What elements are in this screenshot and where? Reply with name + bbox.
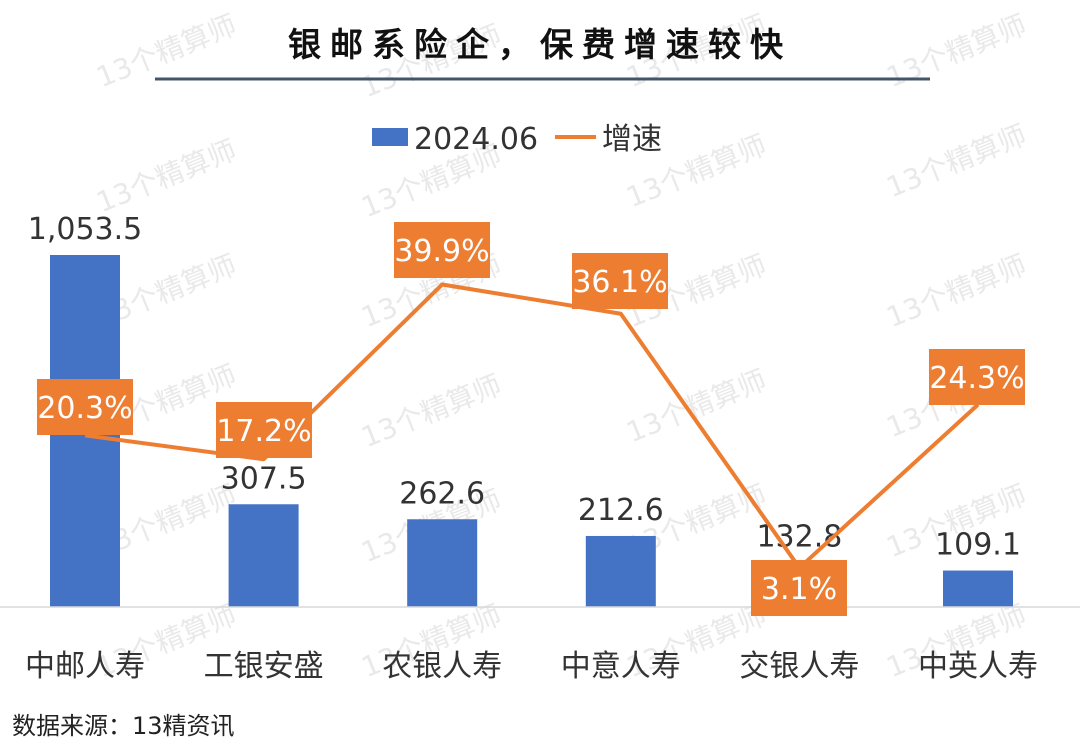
legend-label-line: 增速 (602, 122, 662, 157)
growth-value-label: 39.9% (394, 234, 489, 269)
watermark-text: 13个精算师 (92, 133, 241, 219)
growth-label-box (929, 349, 1025, 405)
watermark-text: 13个精算师 (92, 8, 241, 94)
source-note: 数据来源：13精资讯 (12, 712, 235, 740)
growth-label-box (394, 222, 490, 278)
bar-value-label: 307.5 (221, 461, 307, 496)
x-tick-label: 交银人寿 (739, 649, 859, 684)
x-tick-label: 中英人寿 (918, 649, 1038, 684)
growth-value-label: 20.3% (37, 391, 132, 426)
bar (585, 535, 656, 607)
legend: 2024.06 增速 (372, 122, 662, 157)
legend-label-bar: 2024.06 (414, 122, 538, 157)
growth-label-box (37, 379, 133, 435)
watermark-text: 13个精算师 (882, 118, 1031, 204)
bar (407, 519, 478, 607)
chart-title: 银邮系险企，保费增速较快 (288, 25, 792, 64)
growth-label-box (216, 402, 312, 458)
x-tick-label: 农银人寿 (382, 649, 502, 684)
bar-value-label: 262.6 (399, 476, 485, 511)
bar-value-label: 109.1 (935, 528, 1021, 563)
growth-value-label: 24.3% (929, 361, 1024, 396)
legend-swatch-bar (372, 128, 408, 146)
growth-value-label: 17.2% (216, 414, 311, 449)
growth-label-box (572, 253, 668, 309)
x-tick-label: 工银安盛 (204, 649, 324, 684)
watermark-text: 13个精算师 (357, 368, 506, 454)
x-tick-label: 中意人寿 (561, 649, 681, 684)
growth-value-labels: 20.3% 17.2% 39.9% 36.1% 3.1% 24.3% (37, 222, 1025, 616)
bar-value-label: 1,053.5 (28, 212, 143, 247)
watermark-text: 13个精算师 (882, 248, 1031, 334)
bar (228, 504, 299, 607)
watermark-text: 13个精算师 (622, 363, 771, 449)
growth-value-label: 3.1% (761, 572, 837, 607)
x-axis-tick-labels: 中邮人寿 工银安盛 农银人寿 中意人寿 交银人寿 中英人寿 (25, 649, 1038, 684)
growth-label-box (751, 560, 847, 616)
watermark-text: 13个精算师 (882, 8, 1031, 94)
bar-value-label: 212.6 (578, 493, 664, 528)
bar (943, 570, 1013, 607)
bar-series (50, 255, 1013, 607)
growth-value-label: 36.1% (572, 265, 667, 300)
x-tick-label: 中邮人寿 (25, 649, 145, 684)
